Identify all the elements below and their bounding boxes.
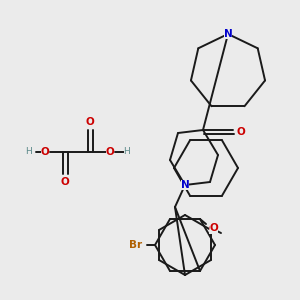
Text: H: H [25, 148, 32, 157]
Text: H: H [124, 148, 130, 157]
Text: N: N [181, 180, 189, 190]
Text: O: O [106, 147, 114, 157]
Text: O: O [85, 117, 94, 127]
Text: Br: Br [129, 240, 142, 250]
Text: O: O [237, 127, 245, 137]
Text: O: O [61, 177, 69, 187]
Text: N: N [224, 29, 232, 39]
Text: O: O [40, 147, 50, 157]
Text: O: O [208, 224, 217, 234]
Text: O: O [210, 223, 218, 233]
